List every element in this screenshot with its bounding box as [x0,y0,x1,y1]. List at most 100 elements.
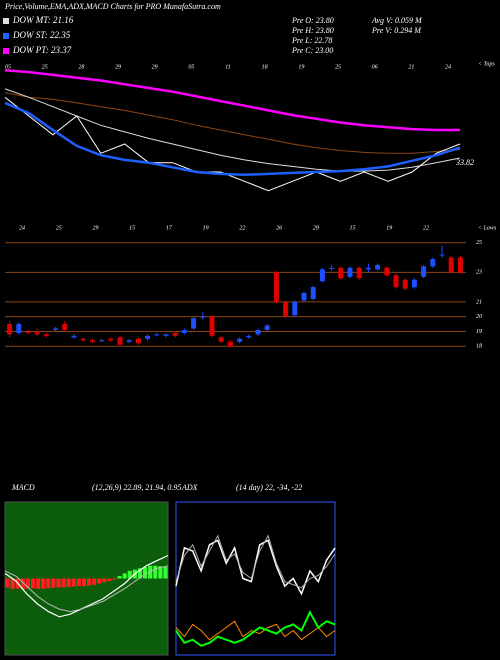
date-label: 19 [203,225,209,231]
candle-body [181,329,187,333]
series-line [4,88,461,172]
candle-body [292,301,298,316]
candle-body [163,334,169,336]
price-info: Pre V: 0.294 M [371,26,422,35]
histogram-bar [163,567,168,579]
histogram-bar [81,578,86,587]
annotation: < Tops [478,61,495,67]
chart-title: Price,Volume,EMA,ADX,MACD Charts for PRO… [4,2,221,11]
series-line [4,565,169,613]
candle-body [16,324,22,333]
series-line [175,534,336,589]
candle-body [209,316,215,336]
y-tick-label: 18 [476,344,482,350]
candle-body [402,279,408,289]
date-label: 15 [129,225,135,231]
date-label: 17 [166,225,173,231]
histogram-bar [137,568,143,579]
candle-body [145,335,151,339]
legend-label: DOW ST: 22.35 [12,30,71,40]
histogram-bar [30,578,36,589]
panel-title: MACD [11,483,35,492]
candle-body [53,328,59,330]
histogram-bar [122,573,127,579]
candle-body [89,340,95,342]
legend-label: DOW MT: 21.16 [12,15,74,25]
candle-body [218,337,224,342]
date-label: 19 [386,225,392,231]
panel-subtitle: (14 day) 22, -34, -22 [236,483,302,492]
candle-body [7,324,13,335]
candle-body [310,287,316,299]
candle-body [117,337,123,345]
histogram-bar [102,578,107,583]
histogram-bar [71,578,76,587]
candle-body [108,338,114,341]
candle-body [347,267,353,277]
price-info: Pre L: 22.78 [291,36,332,45]
legend-swatch [3,18,9,24]
date-label: 25 [335,64,341,70]
candle-body [411,279,417,288]
histogram-bar [117,575,122,579]
candle-body [34,331,40,335]
legend-label: DOW PT: 23.37 [12,45,72,55]
date-label: 18 [262,64,268,70]
candle-body [384,267,390,276]
date-label: 06 [372,64,378,70]
candle-body [439,254,445,256]
panel-subtitle: (12,26,9) 22.89, 21.94, 0.95 [92,483,181,492]
candle-body [80,338,86,341]
price-info: Pre H: 23.80 [291,26,334,35]
histogram-bar [97,578,102,584]
date-label: 05 [5,64,11,70]
y-tick-label: 21 [476,299,482,305]
candle-body [457,257,463,273]
date-label: 25 [42,64,48,70]
price-info: Avg V: 0.059 M [371,16,423,25]
histogram-bar [61,578,66,588]
date-label: 05 [188,64,194,70]
candle-body [172,332,178,336]
histogram-bar [51,578,56,588]
y-tick-label: 25 [476,240,482,246]
y-tick-label: 20 [476,314,482,320]
legend-swatch [3,48,9,54]
candle-body [283,301,289,317]
date-label: 19 [298,64,304,70]
series-line [4,92,461,154]
histogram-bar [158,566,163,579]
date-label: 29 [152,64,158,70]
histogram-bar [92,578,97,585]
candle-body [135,338,141,344]
date-label: 21 [408,64,414,70]
date-label: 29 [313,225,319,231]
candle-body [126,340,132,342]
histogram-bar [107,578,112,582]
y-tick-label: 23 [476,270,482,276]
candle-body [246,335,252,338]
candle-body [25,331,31,333]
candle-body [273,272,279,302]
candle-body [99,340,105,342]
date-label: 24 [445,63,451,70]
histogram-bar [46,578,51,589]
candle-body [448,257,454,273]
histogram-bar [153,565,158,579]
candle-body [421,266,427,277]
date-label: 26 [276,225,282,231]
candle-body [356,267,362,279]
histogram-bar [41,578,46,589]
candle-body [227,341,233,347]
series-line [4,96,461,192]
histogram-bar [76,578,81,587]
date-label: 24 [19,224,25,231]
date-label: 22 [239,225,245,231]
candle-body [255,329,261,335]
candle-body [338,267,344,279]
series-line [175,609,336,647]
histogram-bar [112,578,117,580]
candle-body [191,318,197,329]
candle-body [301,293,307,301]
